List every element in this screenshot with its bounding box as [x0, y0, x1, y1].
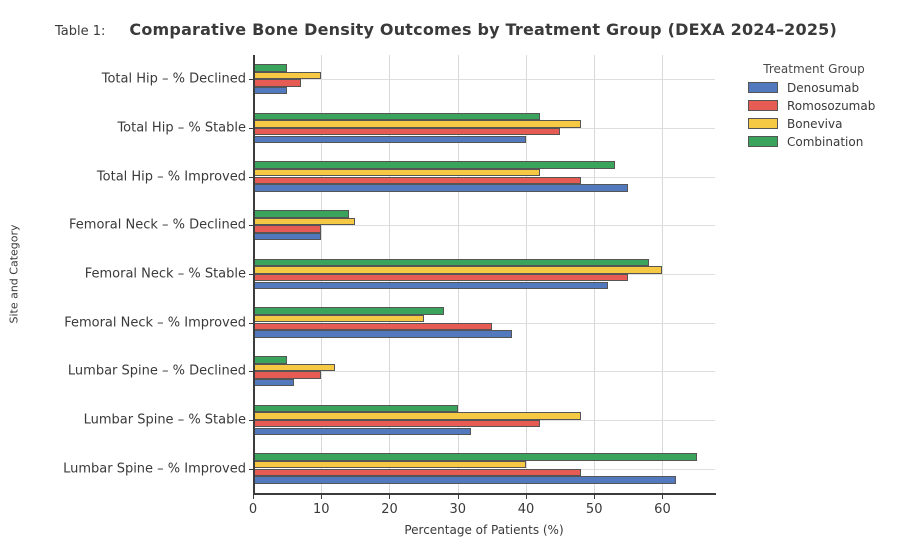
bar-combination [253, 64, 288, 72]
x-tick [457, 494, 459, 499]
gridline-horizontal [253, 371, 715, 373]
category-label: Total Hip – % Improved [96, 169, 246, 185]
x-tick-label: 10 [312, 502, 330, 517]
bar-combination [253, 161, 615, 169]
category-label: Femoral Neck – % Declined [69, 217, 246, 233]
y-tick [249, 371, 253, 373]
x-tick [662, 494, 664, 499]
gridline-horizontal [253, 225, 715, 227]
bar-boneviva [253, 71, 322, 80]
y-axis-spine [253, 55, 255, 494]
legend-swatch-icon [748, 136, 778, 147]
bar-denosumab [253, 135, 526, 143]
bar-boneviva [253, 266, 663, 274]
category-label: Femoral Neck – % Improved [64, 315, 246, 331]
legend-entry-combination: Combination [744, 134, 892, 149]
category-label: Lumbar Spine – % Stable [83, 412, 246, 428]
category-label: Lumbar Spine – % Improved [63, 461, 246, 477]
x-tick [321, 494, 323, 499]
legend-swatch-icon [748, 100, 778, 111]
bar-boneviva [253, 120, 581, 128]
x-tick-label: 60 [654, 502, 671, 517]
bar-denosumab [253, 184, 629, 192]
y-tick [249, 322, 253, 324]
legend-entry-romosozumab: Romosozumab [744, 98, 892, 113]
legend: Treatment Group Denosumab Romosozumab Bone… [744, 62, 892, 154]
bar-denosumab [253, 232, 322, 241]
legend-label: Romosozumab [787, 98, 876, 113]
bar-combination [253, 210, 349, 218]
y-tick [249, 79, 253, 81]
bar-boneviva [253, 315, 424, 323]
bar-combination [253, 258, 649, 267]
y-tick [249, 176, 253, 178]
bar-combination [253, 356, 288, 364]
y-tick [249, 274, 253, 275]
bar-boneviva [253, 461, 526, 469]
legend-entry-boneviva: Boneviva [744, 116, 892, 131]
bar-denosumab [253, 330, 513, 338]
category-label: Lumbar Spine – % Declined [67, 363, 246, 379]
legend-entries: Denosumab Romosozumab Boneviva Combination [744, 80, 892, 149]
bar-boneviva [253, 363, 335, 372]
legend-label: Boneviva [787, 116, 843, 131]
x-axis-spine [253, 493, 716, 495]
title-row: Table 1: Comparative Bone Density Outcom… [55, 20, 837, 39]
bar-romosozumab [253, 420, 540, 428]
x-tick [525, 494, 527, 499]
bar-boneviva [253, 217, 356, 226]
bar-combination [253, 404, 458, 413]
x-tick-label: 50 [585, 502, 603, 517]
bar-romosozumab [253, 225, 322, 233]
x-tick [253, 494, 254, 499]
category-label: Femoral Neck – % Stable [84, 266, 246, 282]
bar-romosozumab [253, 128, 561, 136]
chart-title: Comparative Bone Density Outcomes by Tre… [129, 20, 837, 39]
x-tick [594, 494, 596, 499]
y-tick [249, 468, 253, 470]
legend-entry-denosumab: Denosumab [744, 80, 892, 95]
legend-swatch-icon [748, 118, 778, 129]
bar-boneviva [253, 412, 581, 420]
table-label: Table 1: [55, 24, 106, 39]
legend-title: Treatment Group [763, 62, 865, 76]
bar-romosozumab [253, 176, 581, 185]
category-label: Total Hip – % Stable [117, 120, 246, 136]
y-tick [249, 420, 253, 421]
y-tick [249, 128, 253, 129]
legend-label: Denosumab [787, 80, 860, 95]
bar-romosozumab [253, 468, 581, 477]
bar-romosozumab [253, 79, 301, 87]
x-tick-label: 40 [517, 502, 535, 517]
bar-romosozumab [253, 322, 492, 331]
legend-swatch-icon [748, 82, 778, 93]
bar-combination [253, 453, 697, 461]
bar-denosumab [253, 86, 288, 95]
y-axis-label: Site and Category [7, 224, 21, 324]
bar-denosumab [253, 281, 608, 289]
x-tick-label: 30 [449, 502, 466, 517]
bar-combination [253, 307, 445, 315]
bar-denosumab [253, 427, 472, 435]
bar-denosumab [253, 378, 294, 387]
bar-romosozumab [253, 274, 629, 282]
bar-romosozumab [253, 371, 322, 379]
legend-label: Combination [787, 134, 864, 149]
x-tick-label: 0 [248, 502, 258, 517]
x-tick-label: 20 [381, 502, 398, 517]
bar-combination [253, 112, 540, 121]
bar-boneviva [253, 169, 540, 177]
y-tick [249, 225, 253, 227]
x-axis-label: Percentage of Patients (%) [404, 523, 564, 537]
bar-denosumab [253, 476, 677, 484]
category-label: Total Hip – % Declined [101, 71, 246, 87]
gridline-horizontal [253, 79, 715, 81]
x-tick [389, 494, 391, 499]
